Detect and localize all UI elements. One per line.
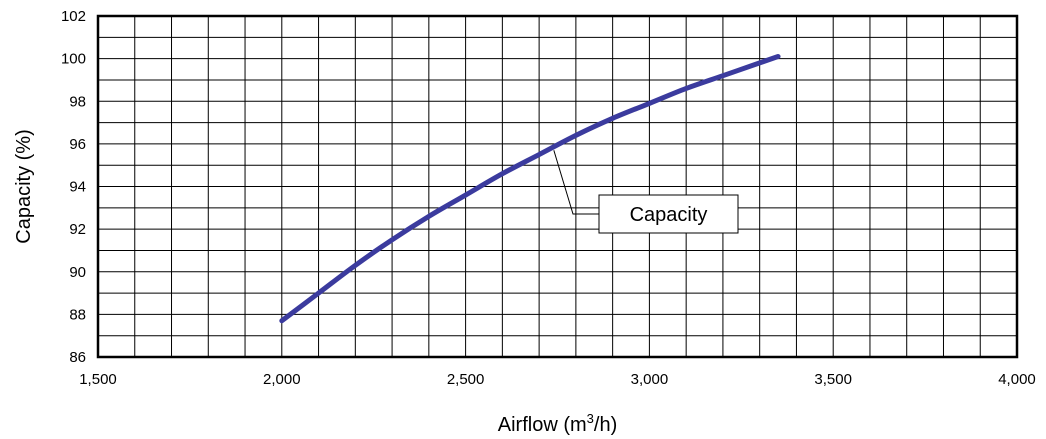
x-tick-label: 3,500 — [814, 371, 852, 388]
x-tick-label: 2,000 — [263, 371, 301, 388]
grid-lines — [98, 16, 1017, 357]
y-tick-label: 94 — [69, 179, 86, 196]
y-tick-label: 90 — [69, 264, 86, 281]
y-axis-title: Capacity (%) — [13, 129, 35, 243]
x-tick-label: 3,000 — [631, 371, 669, 388]
y-tick-label: 98 — [69, 93, 86, 110]
legend-callout: Capacity — [553, 150, 739, 234]
y-tick-label: 100 — [61, 51, 86, 68]
x-tick-label: 2,500 — [447, 371, 485, 388]
plot-frame — [96, 14, 1019, 359]
capacity-series-line — [279, 53, 781, 324]
legend-box — [598, 194, 739, 234]
x-tick-labels: 1,500 2,000 2,500 3,000 3,500 4,000 — [79, 371, 1036, 388]
x-axis-title-main: Airflow (m — [498, 414, 587, 436]
x-tick-label: 4,000 — [998, 371, 1036, 388]
y-tick-labels: 86 88 90 92 94 96 98 100 102 — [61, 8, 86, 366]
legend-leader-line — [553, 150, 599, 215]
x-axis-title-superscript: 3 — [587, 411, 594, 426]
y-tick-label: 88 — [69, 306, 86, 323]
x-tick-label: 1,500 — [79, 371, 117, 388]
y-tick-label: 86 — [69, 349, 86, 366]
y-tick-label: 92 — [69, 221, 86, 238]
legend-label: Capacity — [630, 204, 708, 226]
y-tick-label: 102 — [61, 8, 86, 25]
y-tick-label: 96 — [69, 136, 86, 153]
x-axis-title: Airflow (m3/h) — [498, 411, 617, 436]
x-axis-title-end: /h) — [594, 414, 617, 436]
